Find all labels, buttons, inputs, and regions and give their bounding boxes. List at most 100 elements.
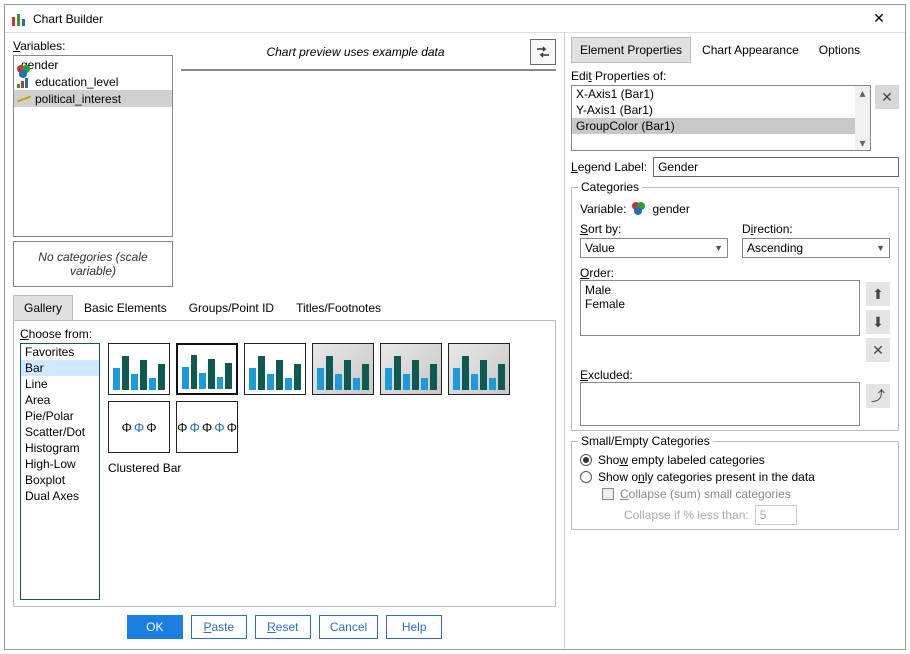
lower-tabs: GalleryBasic ElementsGroups/Point IDTitl… <box>13 295 556 321</box>
legend-label-row: Legend Label: Gender <box>571 157 899 177</box>
variable-political_interest[interactable]: political_interest <box>14 90 172 107</box>
order-item[interactable]: Female <box>585 297 855 311</box>
categories-fieldset: Categories Variable: gender Sort by: Val… <box>571 187 899 431</box>
prop-list-wrap: X-Axis1 (Bar1)Y-Axis1 (Bar1)GroupColor (… <box>571 85 899 151</box>
right-pane: Element PropertiesChart AppearanceOption… <box>565 33 905 649</box>
radio-icon <box>580 454 592 466</box>
collapse-if-row: Collapse if % less than: 5 <box>624 505 890 525</box>
thumb-stacked[interactable] <box>244 343 306 395</box>
categories-legend: Categories <box>578 180 642 194</box>
chart-type-high-low[interactable]: High-Low <box>21 456 99 472</box>
order-label: Order: <box>580 266 614 280</box>
nominal-icon <box>632 202 646 216</box>
chart-type-boxplot[interactable]: Boxplot <box>21 472 99 488</box>
chart-type-histogram[interactable]: Histogram <box>21 440 99 456</box>
chart-type-pie-polar[interactable]: Pie/Polar <box>21 408 99 424</box>
paste-button[interactable]: Paste <box>191 615 247 639</box>
thumb-stacked3d[interactable] <box>448 343 510 395</box>
prop-tab-element-properties[interactable]: Element Properties <box>571 37 691 63</box>
chart-type-dual-axes[interactable]: Dual Axes <box>21 488 99 504</box>
order-list[interactable]: MaleFemale <box>580 280 860 336</box>
window-title: Chart Builder <box>33 12 859 26</box>
radio-only-present[interactable]: Show only categories present in the data <box>580 470 890 484</box>
excluded-list[interactable] <box>580 382 860 426</box>
chart-type-favorites[interactable]: Favorites <box>21 344 99 360</box>
top-row: Variables: gendereducation_levelpolitica… <box>13 39 556 287</box>
tab-groups-point-id[interactable]: Groups/Point ID <box>178 295 285 321</box>
gallery-body: FavoritesBarLineAreaPie/PolarScatter/Dot… <box>20 343 549 600</box>
tab-gallery[interactable]: Gallery <box>13 295 73 321</box>
delete-prop-button[interactable]: ✕ <box>875 85 899 109</box>
small-empty-legend: Small/Empty Categories <box>578 434 713 448</box>
swap-axes-button[interactable] <box>530 39 556 65</box>
direction-label: Direction: <box>742 222 890 236</box>
chart-type-bar[interactable]: Bar <box>21 360 99 376</box>
prop-item[interactable]: GroupColor (Bar1) <box>572 118 870 134</box>
chart-type-list[interactable]: FavoritesBarLineAreaPie/PolarScatter/Dot… <box>20 343 100 600</box>
variable-label: Variable: <box>580 202 626 216</box>
collapse-checkbox-row: Collapse (sum) small categories <box>602 487 890 501</box>
prop-list-scrollbar[interactable]: ▴▾ <box>855 86 870 150</box>
small-empty-fieldset: Small/Empty Categories Show empty labele… <box>571 441 899 530</box>
radio-show-empty[interactable]: Show empty labeled categories <box>580 453 890 467</box>
titlebar: Chart Builder ✕ <box>5 5 905 33</box>
tab-titles-footnotes[interactable]: Titles/Footnotes <box>285 295 392 321</box>
reset-button[interactable]: Reset <box>255 615 311 639</box>
close-button[interactable]: ✕ <box>859 10 899 27</box>
chart-type-scatter-dot[interactable]: Scatter/Dot <box>21 424 99 440</box>
cancel-button[interactable]: Cancel <box>319 615 378 639</box>
app-icon <box>11 11 27 27</box>
sort-direction-row: Sort by: Value▼ Direction: Ascending▼ <box>580 222 890 258</box>
thumb-error-clustered[interactable]: ΦΦΦΦΦ <box>176 401 238 453</box>
help-button[interactable]: Help <box>386 615 442 639</box>
variables-list[interactable]: gendereducation_levelpolitical_interest <box>13 55 173 237</box>
thumb-clustered[interactable] <box>176 343 238 395</box>
order-row: Order: MaleFemale ⬆ ⬇ ✕ <box>580 266 890 362</box>
tab-basic-elements[interactable]: Basic Elements <box>73 295 178 321</box>
legend-label-input[interactable]: Gender <box>653 157 899 177</box>
move-up-button[interactable]: ⬆ <box>866 282 890 306</box>
dialog-buttons: OK Paste Reset Cancel Help <box>13 607 556 645</box>
order-item[interactable]: Male <box>585 283 855 297</box>
preview-header: Chart preview uses example data <box>181 39 556 65</box>
gallery-panel: Choose from: FavoritesBarLineAreaPie/Pol… <box>13 320 556 607</box>
chart-builder-window: Chart Builder ✕ Variables: gendereducati… <box>4 4 906 650</box>
variable-row: Variable: gender <box>580 202 890 216</box>
sort-by-combo[interactable]: Value▼ <box>580 238 728 258</box>
choose-from-label: Choose from: <box>20 327 549 341</box>
variable-gender[interactable]: gender <box>14 56 172 73</box>
collapse-pct-input: 5 <box>755 505 797 525</box>
thumb-simple3d[interactable] <box>312 343 374 395</box>
thumbnails: ΦΦΦΦΦΦΦΦ Clustered Bar <box>100 343 549 600</box>
thumb-simple[interactable] <box>108 343 170 395</box>
variables-column: Variables: gendereducation_levelpolitica… <box>13 39 173 287</box>
collapse-checkbox <box>602 488 614 500</box>
direction-combo[interactable]: Ascending▼ <box>742 238 890 258</box>
excluded-row: Excluded: ⤴ <box>580 368 890 426</box>
sort-by-label: Sort by: <box>580 222 728 236</box>
chart-type-line[interactable]: Line <box>21 376 99 392</box>
variable-education_level[interactable]: education_level <box>14 73 172 90</box>
variable-value: gender <box>652 202 689 216</box>
variables-label: Variables: <box>13 39 173 53</box>
restore-excluded-button[interactable]: ⤴ <box>866 384 890 408</box>
selected-thumb-label: Clustered Bar <box>108 461 549 475</box>
left-pane: Variables: gendereducation_levelpolitica… <box>5 33 565 649</box>
ok-button[interactable]: OK <box>127 615 183 639</box>
legend-label-caption: Legend Label: <box>571 160 647 174</box>
preview-caption: Chart preview uses example data <box>181 45 530 59</box>
prop-tab-chart-appearance[interactable]: Chart Appearance <box>693 37 808 63</box>
prop-tab-options[interactable]: Options <box>810 37 869 63</box>
property-tabs: Element PropertiesChart AppearanceOption… <box>571 37 899 63</box>
chart-type-area[interactable]: Area <box>21 392 99 408</box>
move-down-button[interactable]: ⬇ <box>866 310 890 334</box>
prop-item[interactable]: X-Axis1 (Bar1) <box>572 86 870 102</box>
thumb-clustered3d[interactable] <box>380 343 442 395</box>
properties-list[interactable]: X-Axis1 (Bar1)Y-Axis1 (Bar1)GroupColor (… <box>571 85 871 151</box>
remove-order-button[interactable]: ✕ <box>866 338 890 362</box>
chart-preview[interactable]: Clustered Bar Mean of Political Interest… <box>181 69 556 71</box>
prop-item[interactable]: Y-Axis1 (Bar1) <box>572 102 870 118</box>
dialog-body: Variables: gendereducation_levelpolitica… <box>5 33 905 649</box>
edit-properties-label: Edit Properties of: <box>571 69 899 83</box>
thumb-error1[interactable]: ΦΦΦ <box>108 401 170 453</box>
